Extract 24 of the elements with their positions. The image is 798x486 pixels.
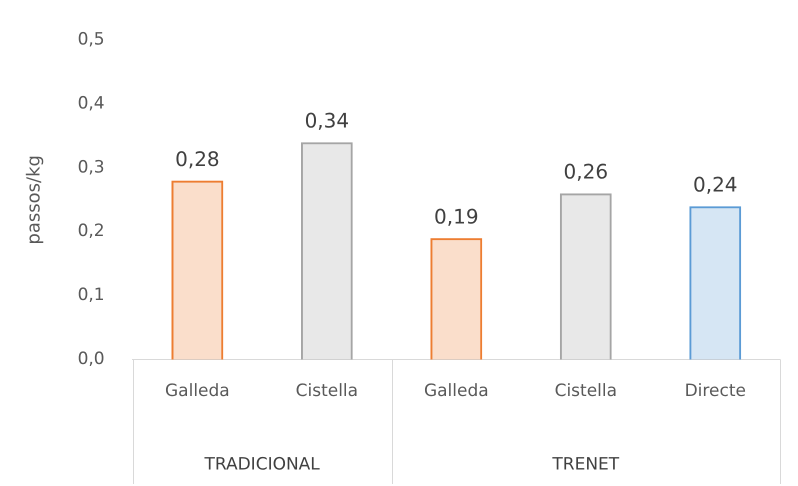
y-tick-label: 0,0 — [78, 349, 105, 370]
x-tick-label: Cistella — [554, 381, 618, 402]
text: TRENET — [551, 454, 620, 474]
y-tick-label: 0,5 — [78, 29, 105, 50]
y-tick-label: 0,4 — [78, 93, 105, 114]
bar — [171, 180, 224, 360]
x-tick-label: Cistella — [296, 381, 358, 402]
data-label: 0,28 — [175, 146, 220, 171]
y-tick-label: 0,2 — [78, 221, 105, 242]
x-tick-label: Directe — [684, 381, 746, 402]
data-label: 0,19 — [434, 204, 479, 228]
bar — [430, 238, 482, 360]
y-axis-title: passos/kg — [23, 155, 44, 245]
text: TRADICIONAL — [203, 454, 320, 474]
bar — [560, 193, 612, 360]
data-label: 0,34 — [304, 108, 350, 132]
y-tick-label: 0,1 — [78, 285, 105, 306]
bar — [689, 206, 742, 360]
bar — [300, 142, 353, 360]
x-tick-label: Galleda — [165, 381, 230, 402]
x-tick-label: Galleda — [424, 381, 489, 402]
data-label: 0,26 — [564, 160, 608, 184]
data-label: 0,24 — [693, 172, 738, 196]
y-tick-label: 0,3 — [78, 157, 105, 178]
